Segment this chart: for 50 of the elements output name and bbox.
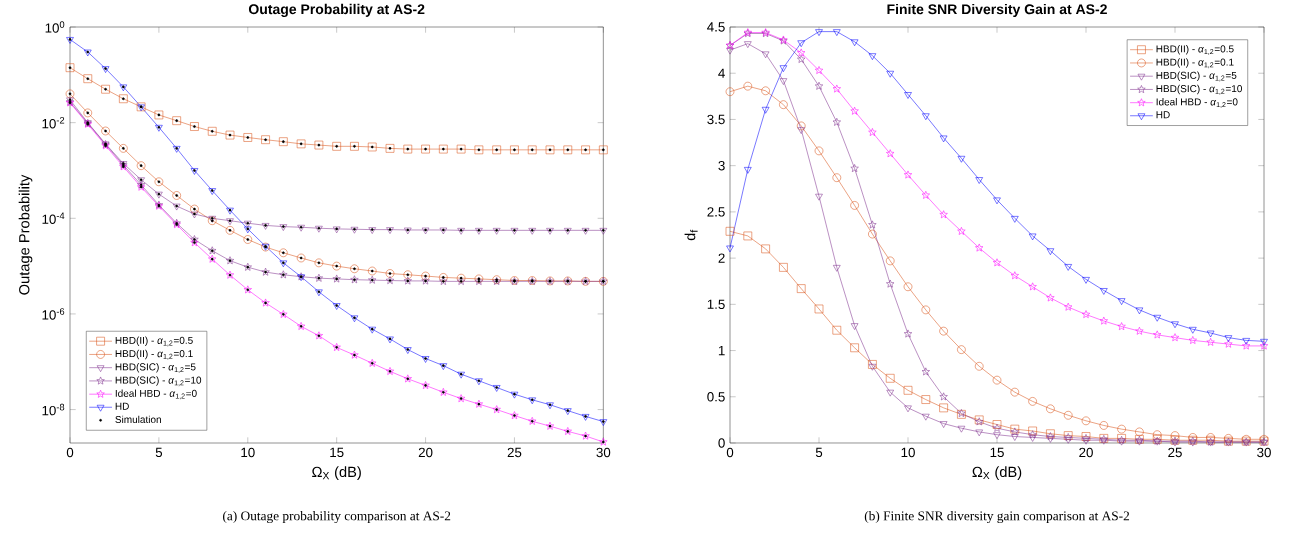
legend-label: HBD(SIC) - α$_{1,2}$=10 xyxy=(115,376,202,387)
x-tick-label: 15 xyxy=(330,447,344,458)
x-tick-label: 20 xyxy=(418,447,433,458)
y-tick-label: 10$^{-6}$ xyxy=(42,308,65,320)
legend-label: HD xyxy=(1156,111,1170,119)
legend-label: HBD(SIC) - α$_{1,2}$=10 xyxy=(1156,84,1242,95)
text: (b) Finite SNR diversity gain comparison at AS-2 xyxy=(864,510,1130,524)
y-tick-label: 4.5 xyxy=(707,22,725,32)
legend-label: HD xyxy=(115,402,129,410)
y-tick-label: 10$^{-8}$ xyxy=(42,403,65,416)
y-tick-label: 10$^{-4}$ xyxy=(42,212,65,224)
y-tick-label: 10$^{-2}$ xyxy=(42,116,65,129)
x-tick-label: 20 xyxy=(1079,447,1093,458)
y-tick-label: 0.5 xyxy=(707,392,725,402)
y-tick-label: 1.5 xyxy=(707,299,725,309)
x-tick-label: 25 xyxy=(507,447,522,458)
y-tick-label: 3.5 xyxy=(707,114,725,125)
x-tick-label: 10 xyxy=(901,447,915,458)
text: (a) Outage probability comparison at AS-2 xyxy=(223,510,451,524)
y-tick-label: 3 xyxy=(718,160,725,171)
x-tick-label: 5 xyxy=(815,447,823,458)
chart-title: Finite SNR Diversity Gain at AS-2 xyxy=(887,3,1107,17)
y-axis-title: Outage Probability xyxy=(18,174,33,295)
legend-label: HBD(II) - α$_{1,2}$=0.5 xyxy=(1156,45,1234,55)
x-tick-label: 5 xyxy=(155,447,163,458)
x-axis-title: Ω$_{X}$ (dB) xyxy=(972,466,1022,480)
legend-label: Simulation xyxy=(115,415,161,424)
legend-label: HBD(II) - α$_{1,2}$=0.5 xyxy=(115,336,193,347)
x-tick-label: 30 xyxy=(1257,447,1271,458)
legend-label: Ideal HBD - α$_{1,2}$=0 xyxy=(1156,98,1238,108)
chart-title: Outage Probability at AS-2 xyxy=(248,3,425,17)
legend-label: HBD(SIC) - α$_{1,2}$=5 xyxy=(1156,71,1237,82)
legend-label: HBD(SIC) - α$_{1,2}$=5 xyxy=(115,363,196,373)
legend-label: Ideal HBD - α$_{1,2}$=0 xyxy=(115,389,197,400)
x-tick-label: 10 xyxy=(241,447,255,458)
y-tick-label: 0 xyxy=(718,438,725,448)
x-tick-label: 15 xyxy=(990,447,1004,458)
legend-label: HBD(II) - α$_{1,2}$=0.1 xyxy=(1156,58,1234,69)
x-tick-label: 25 xyxy=(1168,447,1182,458)
x-tick-label: 30 xyxy=(596,447,611,458)
y-tick-label: 10$^{0}$ xyxy=(45,21,65,33)
y-tick-label: 1 xyxy=(718,345,725,356)
legend-label: HBD(II) - α$_{1,2}$=0.1 xyxy=(115,349,193,360)
y-axis-title: d$_{f}$ xyxy=(684,229,698,241)
y-tick-label: 2.5 xyxy=(707,207,725,217)
x-tick-label: 0 xyxy=(66,447,74,458)
x-tick-label: 0 xyxy=(726,447,734,458)
y-tick-label: 2 xyxy=(718,253,725,263)
y-tick-label: 4 xyxy=(718,68,725,78)
x-axis-title: Ω$_{X}$ (dB) xyxy=(312,466,361,480)
